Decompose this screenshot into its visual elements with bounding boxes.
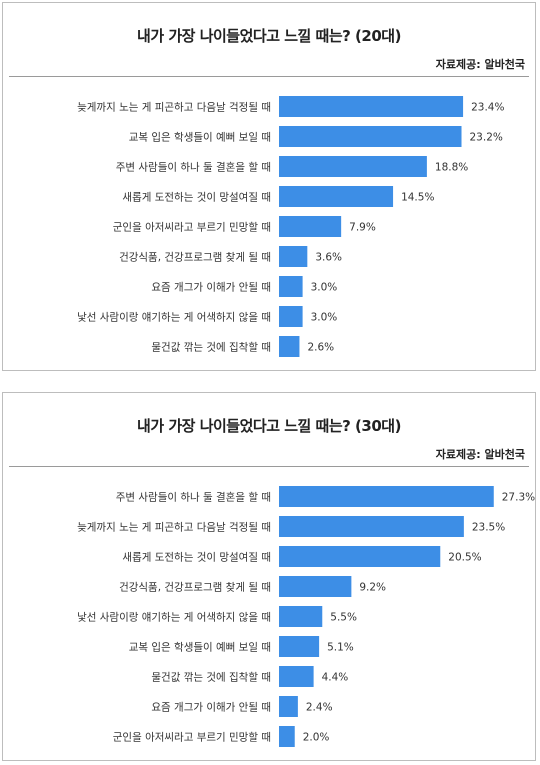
category-label: 요즘 개그가 이해가 안될 때 xyxy=(151,281,271,294)
chart-title: 내가 가장 나이들었다고 느낄 때는? (30대) xyxy=(137,417,401,435)
bar xyxy=(279,636,320,657)
value-label: 3.0% xyxy=(311,282,338,294)
bar xyxy=(279,216,342,237)
divider xyxy=(9,76,529,77)
bar xyxy=(279,606,323,627)
bar-chart-30s: 주변 사람들이 하나 둘 결혼을 할 때 27.3% 늦게까지 노는 게 피곤하고 … xyxy=(77,486,535,747)
bar xyxy=(279,276,303,297)
category-label: 낯선 사람이랑 얘기하는 게 어색하지 않을 때 xyxy=(77,311,271,324)
chart-panel-20s: 내가 가장 나이들었다고 느낄 때는? (20대) 자료제공: 알바천국 늦게까… xyxy=(2,2,536,371)
value-label: 3.6% xyxy=(315,252,342,264)
category-label: 교복 입은 학생들이 예뻐 보일 때 xyxy=(129,131,271,144)
value-label: 23.5% xyxy=(472,522,505,534)
chart-panel-30s: 내가 가장 나이들었다고 느낄 때는? (30대) 자료제공: 알바천국 주변 … xyxy=(2,392,536,761)
category-label: 건강식품, 건강프로그램 찾게 될 때 xyxy=(119,582,271,594)
value-label: 5.1% xyxy=(327,642,354,654)
bar xyxy=(279,576,352,597)
divider xyxy=(9,466,529,467)
value-label: 27.3% xyxy=(502,492,535,504)
category-label: 새롭게 도전하는 것이 망설여질 때 xyxy=(122,191,271,204)
value-label: 2.6% xyxy=(307,342,334,354)
bar xyxy=(279,666,314,687)
category-label: 군인을 아저씨라고 부르기 민망할 때 xyxy=(113,732,271,744)
bar xyxy=(279,246,308,267)
value-label: 5.5% xyxy=(330,612,357,624)
bar xyxy=(279,726,295,747)
bar xyxy=(279,156,427,177)
bar-chart-20s: 늦게까지 노는 게 피곤하고 다음날 걱정될 때 23.4% 교복 입은 학생들이 … xyxy=(77,96,504,357)
category-label: 물건값 깎는 것에 집착할 때 xyxy=(151,342,271,354)
value-label: 2.4% xyxy=(306,702,333,714)
category-label: 주변 사람들이 하나 둘 결혼을 할 때 xyxy=(116,161,271,174)
category-label: 낯선 사람이랑 얘기하는 게 어색하지 않을 때 xyxy=(77,611,271,624)
category-label: 물건값 깎는 것에 집착할 때 xyxy=(151,672,271,684)
bar xyxy=(279,96,464,117)
chart-title: 내가 가장 나이들었다고 느낄 때는? (20대) xyxy=(137,27,401,45)
bar xyxy=(279,186,394,207)
bar xyxy=(279,336,300,357)
value-label: 9.2% xyxy=(359,582,386,594)
value-label: 18.8% xyxy=(435,162,468,174)
bar xyxy=(279,516,464,537)
value-label: 4.4% xyxy=(322,672,349,684)
value-label: 23.4% xyxy=(471,102,504,114)
bar xyxy=(279,126,462,147)
value-label: 14.5% xyxy=(401,192,434,204)
category-label: 군인을 아저씨라고 부르기 민망할 때 xyxy=(113,222,271,234)
category-label: 늦게까지 노는 게 피곤하고 다음날 걱정될 때 xyxy=(77,101,271,114)
bar xyxy=(279,486,494,507)
source-credit: 자료제공: 알바천국 xyxy=(435,448,525,461)
category-label: 주변 사람들이 하나 둘 결혼을 할 때 xyxy=(116,491,271,504)
category-label: 새롭게 도전하는 것이 망설여질 때 xyxy=(122,551,271,564)
value-label: 2.0% xyxy=(303,732,330,744)
category-label: 건강식품, 건강프로그램 찾게 될 때 xyxy=(119,252,271,264)
value-label: 23.2% xyxy=(470,132,503,144)
value-label: 3.0% xyxy=(311,312,338,324)
bar xyxy=(279,546,441,567)
category-label: 요즘 개그가 이해가 안될 때 xyxy=(151,701,271,714)
value-label: 20.5% xyxy=(448,552,481,564)
bar xyxy=(279,306,303,327)
category-label: 늦게까지 노는 게 피곤하고 다음날 걱정될 때 xyxy=(77,521,271,534)
category-label: 교복 입은 학생들이 예뻐 보일 때 xyxy=(129,641,271,654)
source-credit: 자료제공: 알바천국 xyxy=(435,58,525,71)
value-label: 7.9% xyxy=(349,222,376,234)
bar xyxy=(279,696,298,717)
